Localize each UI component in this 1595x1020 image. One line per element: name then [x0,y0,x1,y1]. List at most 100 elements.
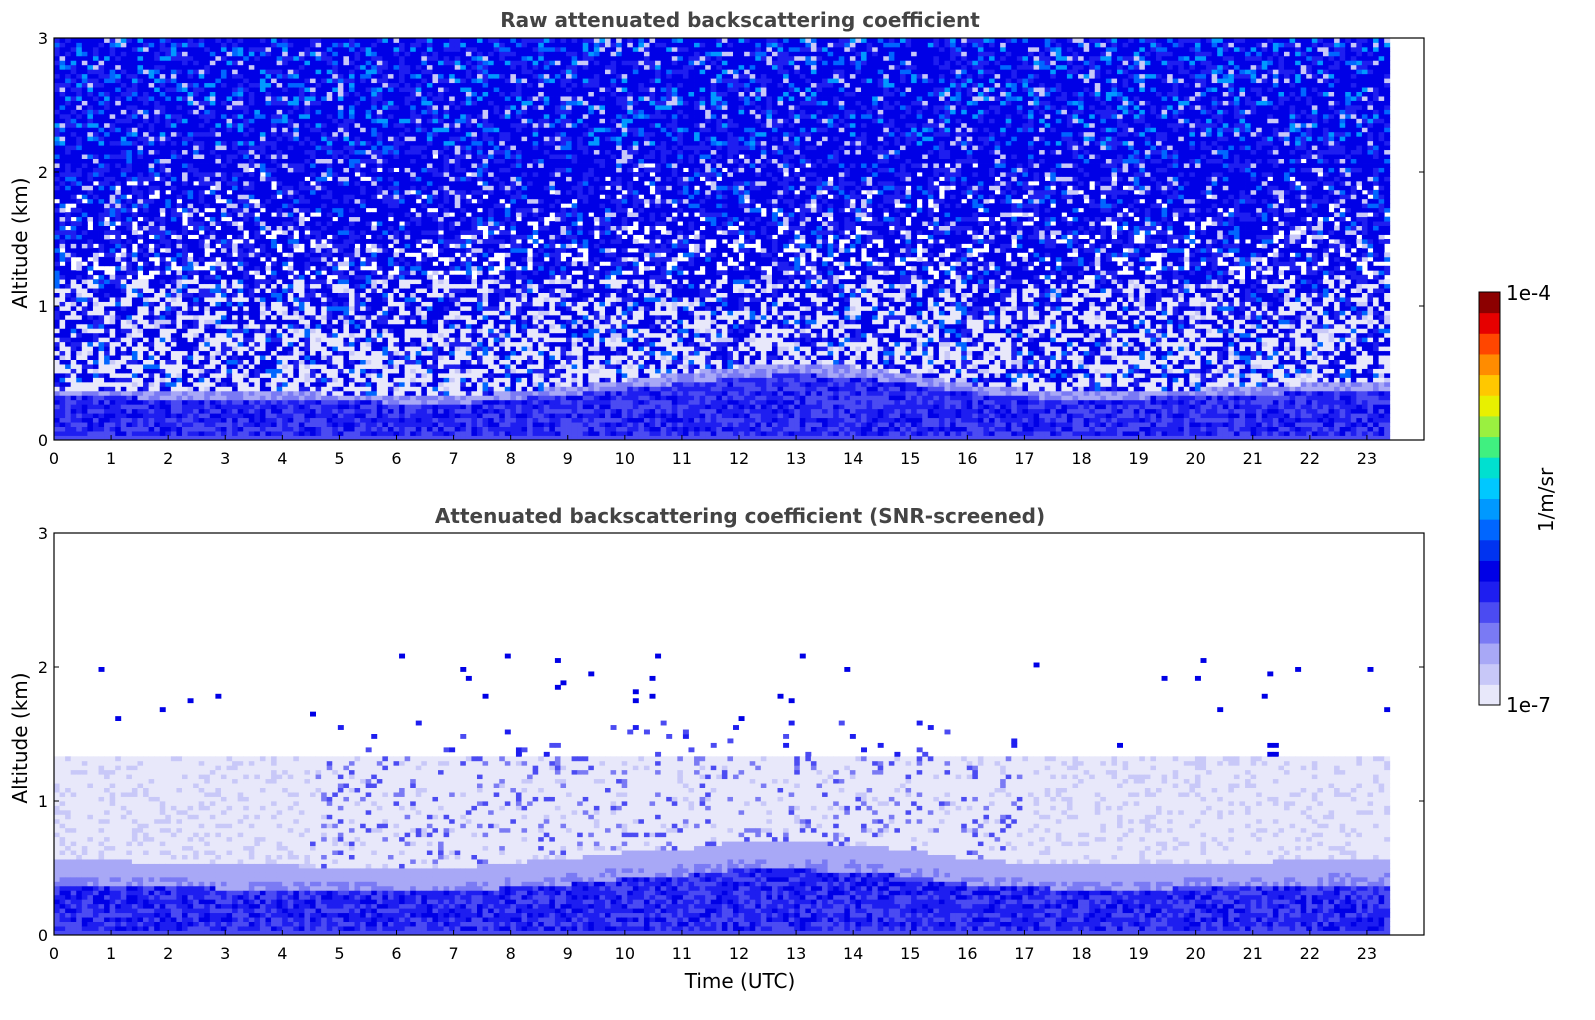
heatmap-cell [71,315,77,320]
heatmap-cell [271,42,277,47]
heatmap-cell [54,185,60,190]
heatmap-cell [243,38,249,43]
heatmap-cell [82,279,88,284]
heatmap-cell [221,87,227,92]
heatmap-cell [254,203,260,208]
heatmap-cell [82,154,88,159]
heatmap-cell [93,364,99,369]
heatmap-cell [232,199,238,204]
heatmap-cell [371,337,377,342]
heatmap-cell [254,369,260,374]
heatmap-cell [321,60,327,65]
heatmap-cell [304,114,310,119]
heatmap-cell [327,42,333,47]
heatmap-cell [355,230,361,235]
heatmap-cell [126,150,132,155]
heatmap-cell [165,413,171,418]
heatmap-cell [232,96,238,101]
heatmap-cell [215,333,221,338]
heatmap-cell [265,101,271,106]
heatmap-cell [282,346,288,351]
heatmap-cell [176,190,182,195]
heatmap-cell [254,141,260,146]
heatmap-cell [316,418,322,423]
heatmap-cell [165,239,171,244]
heatmap-cell [87,413,93,418]
heatmap-cell [132,101,138,106]
heatmap-cell [104,87,110,92]
heatmap-cell [93,87,99,92]
heatmap-cell [282,351,288,356]
heatmap-cell [232,243,238,248]
heatmap-cell [121,395,127,400]
heatmap-cell [360,105,366,110]
heatmap-cell [316,118,322,123]
heatmap-cell [160,319,166,324]
heatmap-cell [254,306,260,311]
heatmap-cell [227,257,233,262]
heatmap-cell [143,431,149,436]
heatmap-cell [265,284,271,289]
heatmap-cell [204,203,210,208]
heatmap-cell [193,342,199,347]
heatmap-cell [249,404,255,409]
heatmap-cell [193,386,199,391]
heatmap-cell [60,51,66,56]
heatmap-cell [321,78,327,83]
heatmap-cell [171,288,177,293]
heatmap-cell [343,78,349,83]
heatmap-cell [343,351,349,356]
heatmap-cell [188,355,194,360]
heatmap-cell [65,270,71,275]
heatmap-cell [93,230,99,235]
heatmap-cell [366,413,372,418]
heatmap-cell [54,132,60,137]
heatmap-cell [349,257,355,262]
heatmap-cell [360,96,366,101]
heatmap-cell [188,136,194,141]
heatmap-cell [165,163,171,168]
heatmap-cell [366,114,372,119]
heatmap-cell [165,395,171,400]
heatmap-cell [282,275,288,280]
heatmap-cell [65,377,71,382]
heatmap-cell [321,65,327,70]
heatmap-cell [160,404,166,409]
heatmap-cell [332,364,338,369]
heatmap-cell [71,42,77,47]
heatmap-cell [54,400,60,405]
heatmap-cell [137,190,143,195]
heatmap-cell [71,132,77,137]
heatmap-cell [293,176,299,181]
heatmap-cell [76,275,82,280]
heatmap-cell [154,118,160,123]
heatmap-cell [321,373,327,378]
heatmap-cell [60,56,66,61]
heatmap-cell [238,60,244,65]
heatmap-cell [82,60,88,65]
heatmap-cell [260,154,266,159]
heatmap-cell [215,252,221,257]
heatmap-cell [343,431,349,436]
heatmap-cell [349,74,355,79]
heatmap-cell [210,333,216,338]
heatmap-cell [182,105,188,110]
heatmap-cell [149,319,155,324]
heatmap-cell [182,51,188,56]
heatmap-cell [343,141,349,146]
heatmap-cell [54,181,60,186]
heatmap-cell [137,418,143,423]
heatmap-cell [65,333,71,338]
heatmap-cell [260,333,266,338]
heatmap-cell [193,96,199,101]
heatmap-cell [366,418,372,423]
heatmap-cell [126,235,132,240]
heatmap-cell [115,118,121,123]
heatmap-cell [332,288,338,293]
heatmap-cell [260,297,266,302]
heatmap-cell [204,355,210,360]
heatmap-cell [65,431,71,436]
heatmap-cell [254,409,260,414]
heatmap-cell [254,42,260,47]
heatmap-cell [54,83,60,88]
